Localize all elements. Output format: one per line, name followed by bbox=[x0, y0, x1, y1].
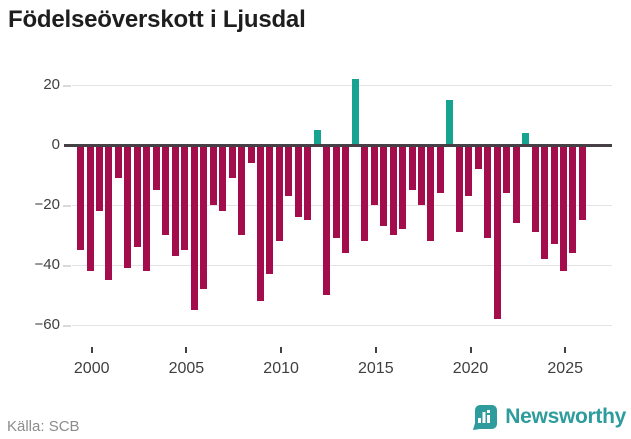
x-axis-label-2000: 2000 bbox=[73, 360, 110, 377]
bar-2021H2[interactable] bbox=[503, 146, 511, 193]
bar-2006H1[interactable] bbox=[209, 146, 217, 205]
bar-2024H1[interactable] bbox=[550, 146, 558, 244]
bar-2003H2[interactable] bbox=[162, 146, 170, 235]
bar-2005H2[interactable] bbox=[200, 146, 208, 289]
page-title: Födelseöverskott i Ljusdal bbox=[8, 6, 306, 33]
bar-1999H1[interactable] bbox=[77, 146, 84, 250]
bar-2008H2[interactable] bbox=[256, 146, 264, 301]
x-axis-label-2005: 2005 bbox=[168, 360, 205, 377]
x-tick-2020 bbox=[469, 347, 472, 353]
bar-2011H1[interactable] bbox=[304, 146, 312, 220]
bar-2014H1[interactable] bbox=[361, 146, 369, 241]
y-tick bbox=[63, 204, 71, 207]
y-axis-label-20: 20 bbox=[43, 76, 60, 93]
x-tick-2005 bbox=[185, 347, 188, 353]
source-text: Källa: SCB bbox=[7, 418, 80, 435]
bar-2018H1[interactable] bbox=[436, 146, 444, 193]
bar-2020H1[interactable] bbox=[474, 146, 482, 169]
bar-2000H1[interactable] bbox=[95, 146, 103, 211]
bar-2012H2[interactable] bbox=[332, 146, 340, 238]
bar-2015H1[interactable] bbox=[380, 146, 387, 226]
bar-chart-badge-icon bbox=[472, 404, 498, 430]
newsworthy-wordmark: Newsworthy bbox=[505, 405, 626, 428]
gridline--20 bbox=[72, 205, 612, 206]
newsworthy-logo[interactable]: Newsworthy bbox=[472, 404, 626, 430]
y-tick bbox=[63, 324, 71, 327]
bar-2011H2[interactable] bbox=[313, 130, 321, 144]
bar-2017H2[interactable] bbox=[427, 146, 435, 241]
bar-2021H1[interactable] bbox=[493, 146, 501, 319]
bar-2010H2[interactable] bbox=[294, 146, 302, 217]
zero-line bbox=[64, 143, 612, 147]
bar-2004H1[interactable] bbox=[171, 146, 179, 256]
bar-2022H1[interactable] bbox=[512, 146, 520, 223]
bar-2023H1[interactable] bbox=[531, 146, 539, 232]
bar-2002H2[interactable] bbox=[143, 146, 151, 271]
bar-2015H2[interactable] bbox=[389, 146, 397, 235]
bar-2012H1[interactable] bbox=[323, 146, 331, 295]
bar-2007H2[interactable] bbox=[238, 146, 245, 235]
y-tick bbox=[63, 264, 71, 267]
y-axis-label--60: −60 bbox=[34, 316, 60, 333]
bar-2016H1[interactable] bbox=[399, 146, 406, 229]
bar-2005H1[interactable] bbox=[190, 146, 198, 310]
bar-2003H1[interactable] bbox=[152, 146, 160, 190]
bar-2000H2[interactable] bbox=[105, 146, 113, 280]
gridline--60 bbox=[72, 325, 612, 326]
y-axis-label-0: 0 bbox=[51, 136, 60, 153]
bar-2019H2[interactable] bbox=[465, 146, 473, 196]
bar-2024H2[interactable] bbox=[560, 146, 567, 271]
x-tick-2010 bbox=[280, 347, 283, 353]
bar-2023H2[interactable] bbox=[541, 146, 548, 259]
x-tick-2000 bbox=[90, 347, 93, 353]
bar-2018H2[interactable] bbox=[446, 100, 454, 144]
bar-2007H1[interactable] bbox=[228, 146, 236, 178]
bar-2022H2[interactable] bbox=[522, 133, 530, 144]
gridline-20 bbox=[72, 85, 612, 86]
y-axis-label--20: −20 bbox=[34, 196, 60, 213]
bar-2025H1[interactable] bbox=[569, 146, 577, 253]
bar-2014H2[interactable] bbox=[370, 146, 378, 205]
x-axis-label-2015: 2015 bbox=[358, 360, 394, 377]
x-tick-2025 bbox=[564, 347, 567, 353]
bar-2010H1[interactable] bbox=[285, 146, 293, 196]
bar-2019H1[interactable] bbox=[455, 146, 463, 232]
bar-2002H1[interactable] bbox=[133, 146, 141, 247]
x-tick-2015 bbox=[374, 347, 377, 353]
bar-2017H1[interactable] bbox=[417, 146, 425, 205]
x-axis-label-2025: 2025 bbox=[547, 360, 583, 377]
gridline--40 bbox=[72, 265, 612, 266]
x-axis-label-2020: 2020 bbox=[452, 360, 489, 377]
bar-2001H2[interactable] bbox=[124, 146, 132, 268]
bar-2001H1[interactable] bbox=[114, 146, 122, 178]
bar-2009H2[interactable] bbox=[275, 146, 283, 241]
bar-2020H2[interactable] bbox=[484, 146, 492, 238]
bar-2008H1[interactable] bbox=[247, 146, 255, 163]
bar-2016H2[interactable] bbox=[408, 146, 416, 190]
bar-1999H2[interactable] bbox=[86, 146, 94, 271]
y-axis-label--40: −40 bbox=[34, 256, 60, 273]
bar-2013H2[interactable] bbox=[351, 79, 359, 144]
bar-2009H1[interactable] bbox=[266, 146, 274, 274]
bar-2004H2[interactable] bbox=[181, 146, 189, 250]
y-tick bbox=[63, 84, 71, 87]
bar-2025H2[interactable] bbox=[578, 146, 586, 220]
bar-2006H2[interactable] bbox=[219, 146, 227, 211]
x-axis-label-2010: 2010 bbox=[263, 360, 299, 377]
bar-2013H1[interactable] bbox=[342, 146, 350, 253]
